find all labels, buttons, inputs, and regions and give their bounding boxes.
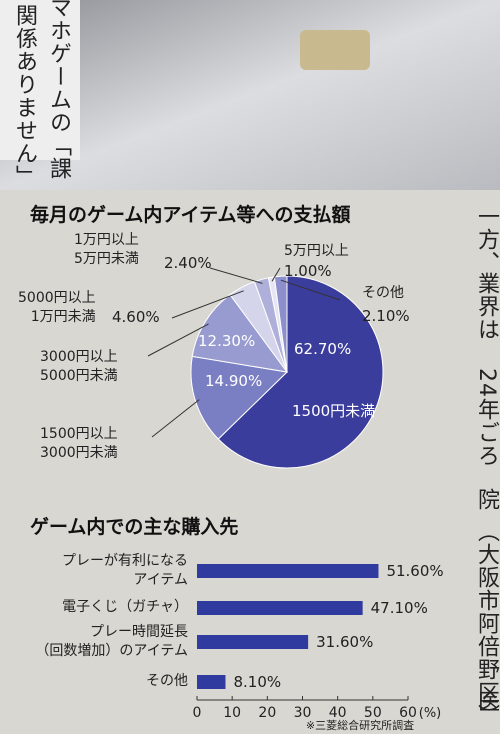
value-label: 8.10% <box>233 673 281 691</box>
leader-line <box>209 267 263 284</box>
photo <box>0 0 500 190</box>
value-label: 14.90% <box>205 372 263 390</box>
pie-slice <box>190 355 289 440</box>
column-text: 24年ごろ <box>474 368 499 467</box>
category-label: 1500円未満 <box>292 402 376 420</box>
x-tick-label: 50 <box>364 705 382 721</box>
column-text: 院 <box>474 488 499 511</box>
category-label: 1500円以上 3000円未満 <box>40 426 118 461</box>
chart-title: ゲーム内での主な購入先 <box>30 516 239 538</box>
category-label: 3000円以上 5000円未満 <box>40 349 118 384</box>
x-tick-label: 60 <box>399 705 417 721</box>
column-text: （大阪市阿倍野区） <box>474 520 499 727</box>
column-text: の医 <box>474 690 499 713</box>
x-axis-label: (%) <box>419 706 442 721</box>
x-tick-label: 20 <box>258 705 276 721</box>
category-label: プレー時間延長 （回数増加）のアイテム <box>35 624 188 659</box>
x-tick-label: 30 <box>294 705 312 721</box>
photo-caption-bg <box>0 0 80 160</box>
leader-line <box>147 323 209 357</box>
leader-line <box>171 290 244 319</box>
pie-slice <box>217 275 384 469</box>
bar <box>197 564 379 578</box>
value-label: 4.60% <box>112 308 160 326</box>
value-label: 12.30% <box>198 332 256 350</box>
category-label: 5000円以上 1万円未満 <box>18 290 96 325</box>
category-label: その他 <box>146 673 188 689</box>
source: ※三菱総合研究所調査 <box>306 718 414 732</box>
column-text: 一方、 <box>474 205 499 274</box>
value-label: 2.10% <box>362 307 410 325</box>
category-label: 1万円以上 5万円未満 <box>74 232 139 267</box>
value-label: 47.10% <box>371 599 428 617</box>
photo-caption: 関係ありません」 <box>12 4 37 188</box>
x-tick-label: 40 <box>329 705 347 721</box>
category-label: 電子くじ（ガチャ） <box>62 599 188 615</box>
x-tick-label: 10 <box>223 705 241 721</box>
value-label: 51.60% <box>386 562 443 580</box>
leader-line <box>151 399 200 438</box>
leader-line <box>280 279 341 301</box>
bar <box>197 635 309 649</box>
category-label: プレーが有利になる アイテム <box>62 553 188 588</box>
x-tick-label: 0 <box>193 705 202 721</box>
value-label: 1.00% <box>284 262 332 280</box>
photo-caption: マホゲームの「課 <box>46 0 71 180</box>
bar <box>197 675 226 689</box>
chart-title: 毎月のゲーム内アイテム等への支払額 <box>30 204 351 226</box>
value-label: 62.70% <box>294 340 352 358</box>
photo-object <box>300 30 370 70</box>
bar <box>197 601 363 615</box>
value-label: 2.40% <box>164 254 212 272</box>
category-label: その他 <box>362 285 404 301</box>
column-text: 業界は <box>474 272 499 341</box>
leader-line <box>271 267 281 282</box>
value-label: 31.60% <box>316 633 373 651</box>
category-label: 5万円以上 <box>284 243 349 259</box>
